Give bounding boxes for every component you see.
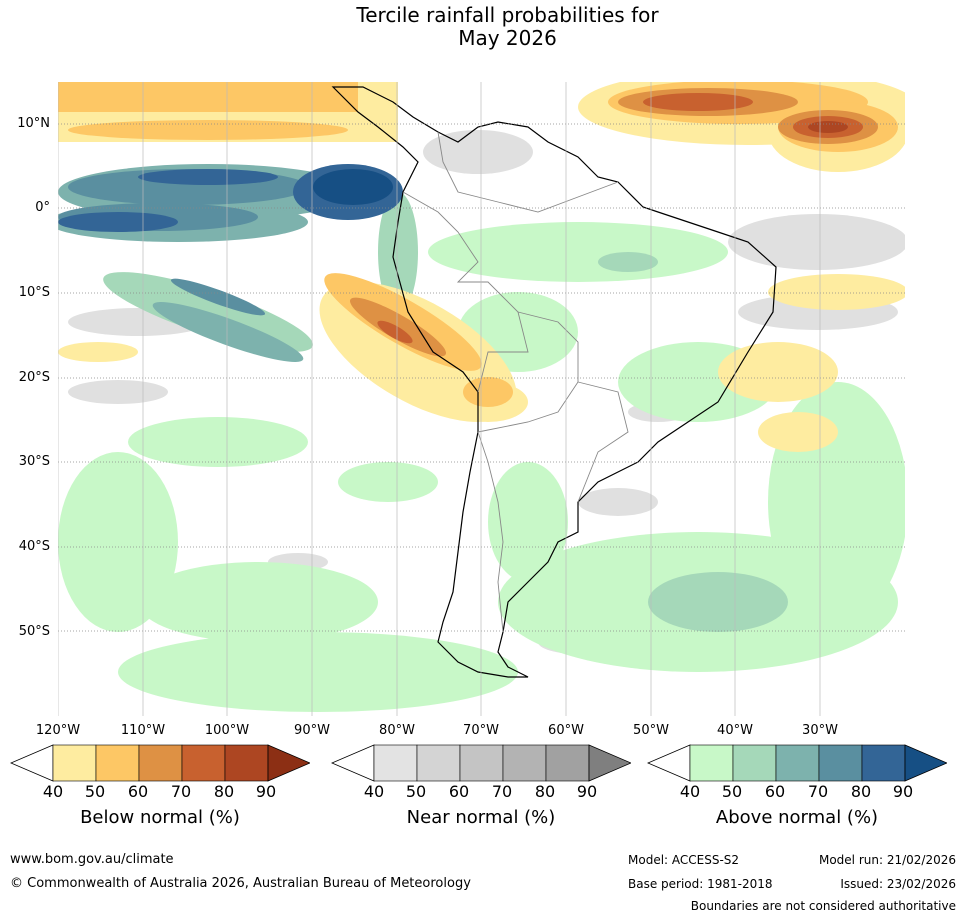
map-title: Tercile rainfall probabilities for May 2… xyxy=(0,4,965,50)
above-tick-40: 40 xyxy=(679,782,701,801)
below-tick-40: 40 xyxy=(42,782,64,801)
below-tick-90: 90 xyxy=(255,782,277,801)
above-tick-70: 70 xyxy=(807,782,829,801)
lon-label-40w: 40°W xyxy=(717,723,753,738)
above-bar-segment-80 xyxy=(861,744,906,782)
country-borders xyxy=(402,131,629,633)
above-tick-90: 90 xyxy=(892,782,914,801)
near-bar-segment-60 xyxy=(459,744,504,782)
near-normal-label: Near normal (%) xyxy=(406,807,556,828)
below-normal-label: Below normal (%) xyxy=(80,807,240,828)
below-bar-segment-lt40 xyxy=(10,744,54,782)
below-bar-segment-80 xyxy=(224,744,269,782)
base-period: Base period: 1981-2018 xyxy=(628,877,773,891)
above-tick-60: 60 xyxy=(764,782,786,801)
below-bar-segment-40 xyxy=(52,744,97,782)
below-tick-80: 80 xyxy=(213,782,235,801)
near-tick-40: 40 xyxy=(363,782,385,801)
above-bar-segment-50 xyxy=(732,744,777,782)
lat-label-30s: 30°S xyxy=(18,454,50,469)
above-bar-segment-gt90 xyxy=(904,744,947,782)
below-tick-70: 70 xyxy=(170,782,192,801)
model-run: Model run: 21/02/2026 xyxy=(818,853,956,867)
lon-label-60w: 60°W xyxy=(548,723,584,738)
lon-label-100w: 100°W xyxy=(204,723,250,738)
lon-label-90w: 90°W xyxy=(294,723,330,738)
title-line-1: Tercile rainfall probabilities for xyxy=(356,3,659,27)
title-line-2: May 2026 xyxy=(458,26,557,50)
below-tick-60: 60 xyxy=(127,782,149,801)
lon-label-50w: 50°W xyxy=(633,723,669,738)
colorbar-above-normal xyxy=(647,744,947,782)
lon-label-70w: 70°W xyxy=(463,723,499,738)
lat-label-10s: 10°S xyxy=(18,285,50,300)
rainfall-probability-map xyxy=(58,82,905,716)
model-name: Model: ACCESS-S2 xyxy=(628,853,740,867)
near-bar-segment-lt40 xyxy=(331,744,375,782)
near-tick-80: 80 xyxy=(534,782,556,801)
lat-label-50s: 50°S xyxy=(18,624,50,639)
near-bar-segment-50 xyxy=(416,744,461,782)
below-bar-segment-50 xyxy=(95,744,140,782)
below-bar-segment-60 xyxy=(138,744,183,782)
below-bar-segment-gt90 xyxy=(267,744,310,782)
lat-label-0: 0° xyxy=(35,200,50,215)
near-bar-segment-40 xyxy=(373,744,418,782)
lon-label-110w: 110°W xyxy=(120,723,166,738)
colorbar-below-normal xyxy=(10,744,310,782)
near-tick-70: 70 xyxy=(491,782,513,801)
near-tick-90: 90 xyxy=(576,782,598,801)
colorbar-above-normal-svg xyxy=(647,744,947,782)
boundaries-disclaimer: Boundaries are not considered authoritat… xyxy=(690,899,956,913)
near-bar-segment-80 xyxy=(545,744,590,782)
lon-label-80w: 80°W xyxy=(379,723,415,738)
lat-label-40s: 40°S xyxy=(18,539,50,554)
graticule xyxy=(58,123,905,632)
colorbar-near-normal-svg xyxy=(331,744,631,782)
above-bar-segment-lt40 xyxy=(647,744,691,782)
above-bar-segment-70 xyxy=(818,744,863,782)
near-bar-segment-70 xyxy=(502,744,547,782)
above-tick-80: 80 xyxy=(850,782,872,801)
near-tick-60: 60 xyxy=(448,782,470,801)
below-bar-segment-70 xyxy=(181,744,226,782)
above-normal-label: Above normal (%) xyxy=(715,807,879,828)
near-tick-50: 50 xyxy=(405,782,427,801)
lat-label-20s: 20°S xyxy=(18,370,50,385)
near-bar-segment-gt90 xyxy=(588,744,631,782)
coastline xyxy=(331,86,777,678)
colorbar-below-normal-svg xyxy=(10,744,310,782)
lon-label-30w: 30°W xyxy=(802,723,838,738)
lat-label-10n: 10°N xyxy=(17,116,50,131)
below-normal-patches xyxy=(58,82,905,452)
bom-url: www.bom.gov.au/climate xyxy=(10,852,174,867)
issued-date: Issued: 23/02/2026 xyxy=(840,877,956,891)
above-bar-segment-60 xyxy=(775,744,820,782)
colorbar-near-normal xyxy=(331,744,631,782)
below-tick-50: 50 xyxy=(84,782,106,801)
above-bar-segment-40 xyxy=(689,744,734,782)
lon-label-120w: 120°W xyxy=(35,723,81,738)
copyright: © Commonwealth of Australia 2026, Austra… xyxy=(10,876,471,891)
above-normal-patches xyxy=(58,128,905,712)
meridians xyxy=(58,82,821,716)
above-tick-50: 50 xyxy=(721,782,743,801)
